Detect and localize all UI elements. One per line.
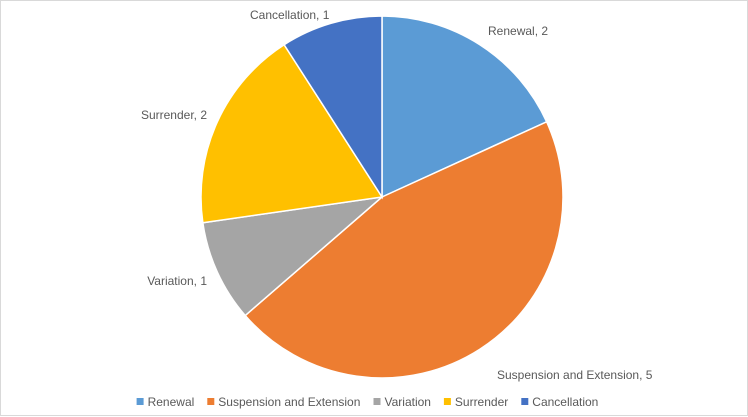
pie-slice-renewal <box>381 15 548 199</box>
pie-slice-suspension-and-extension <box>244 120 564 379</box>
pie-slice-variation <box>201 195 385 317</box>
legend-swatch-renewal <box>136 398 144 405</box>
legend-label-suspension-and-extension: Suspension and Extension <box>218 395 360 409</box>
legend-swatch-surrender <box>443 398 451 405</box>
legend-swatch-suspension-and-extension <box>207 398 215 405</box>
pie-slices <box>200 15 564 379</box>
pie-slice-cancellation <box>283 15 383 200</box>
legend-item-renewal: Renewal <box>136 395 195 409</box>
legend-label-variation: Variation <box>385 395 431 409</box>
legend-item-variation: Variation <box>373 395 431 409</box>
legend-swatch-variation <box>373 398 381 405</box>
pie-slice-surrender <box>200 43 384 224</box>
legend-label-cancellation: Cancellation <box>532 395 598 409</box>
data-label-suspension-and-extension: Suspension and Extension, 5 <box>497 368 653 382</box>
legend-label-surrender: Surrender <box>455 395 508 409</box>
legend-label-renewal: Renewal <box>148 395 195 409</box>
data-label-renewal: Renewal, 2 <box>488 24 548 38</box>
data-label-variation: Variation, 1 <box>147 274 207 288</box>
legend-item-cancellation: Cancellation <box>521 395 598 409</box>
legend-swatch-cancellation <box>521 398 529 405</box>
legend-item-suspension-and-extension: Suspension and Extension <box>207 395 360 409</box>
data-label-cancellation: Cancellation, 1 <box>250 8 330 22</box>
legend-item-surrender: Surrender <box>443 395 508 409</box>
data-label-surrender: Surrender, 2 <box>141 108 207 122</box>
data-labels: Renewal, 2 Suspension and Extension, 5 Var… <box>141 8 653 382</box>
legend: Renewal Suspension and Extension Variation… <box>136 395 598 409</box>
